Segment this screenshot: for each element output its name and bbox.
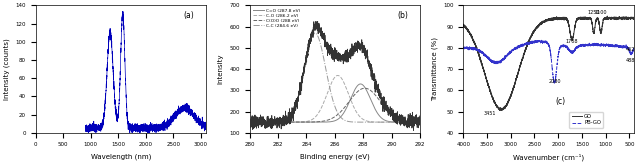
Line: C(O)O (288 eV): C(O)O (288 eV)	[250, 88, 420, 122]
C-C (284.6 eV)	[266, 121, 273, 123]
C-O (286.2 eV)	[318, 105, 326, 107]
Text: 2080: 2080	[548, 79, 560, 84]
Text: 488: 488	[626, 58, 635, 63]
C(O)O (288 eV)	[318, 120, 326, 122]
C=O (287.8 eV)	[266, 121, 273, 123]
C=O (287.8 eV)	[325, 121, 332, 123]
C(O)O (288 eV)	[266, 121, 273, 123]
C=O (287.8 eV)	[343, 107, 351, 109]
C=O (287.8 eV)	[259, 121, 266, 123]
C-O (286.2 eV)	[325, 89, 332, 91]
C-O (286.2 eV)	[334, 74, 341, 76]
X-axis label: Wavelength (nm): Wavelength (nm)	[91, 153, 151, 160]
Line: C-O (286.2 eV): C-O (286.2 eV)	[250, 75, 420, 122]
C(O)O (288 eV)	[417, 121, 424, 123]
C-C (284.6 eV)	[343, 120, 351, 122]
Text: 462: 462	[626, 47, 635, 52]
C-C (284.6 eV)	[417, 121, 424, 123]
C(O)O (288 eV)	[246, 121, 254, 123]
C=O (287.8 eV)	[246, 121, 254, 123]
C-C (284.6 eV)	[246, 121, 254, 123]
C-O (286.2 eV)	[343, 89, 351, 91]
Y-axis label: Intensity: Intensity	[218, 54, 224, 84]
Text: 1708: 1708	[566, 39, 578, 44]
Legend: C=O (287.8 eV), C-O (286.2 eV), C(O)O (288 eV), C-C (284.6 eV): C=O (287.8 eV), C-O (286.2 eV), C(O)O (2…	[251, 7, 302, 30]
C-C (284.6 eV)	[318, 50, 326, 52]
C-O (286.2 eV)	[417, 121, 424, 123]
C=O (287.8 eV)	[318, 121, 326, 123]
Text: (a): (a)	[184, 10, 194, 20]
X-axis label: Binding energy (eV): Binding energy (eV)	[300, 153, 370, 160]
C-C (284.6 eV)	[325, 82, 332, 84]
C-O (286.2 eV)	[259, 121, 266, 123]
C-O (286.2 eV)	[321, 97, 329, 99]
Line: C=O (287.8 eV): C=O (287.8 eV)	[250, 84, 420, 122]
Line: C-C (284.6 eV): C-C (284.6 eV)	[250, 33, 420, 122]
C-C (284.6 eV)	[404, 121, 412, 123]
C(O)O (288 eV)	[325, 119, 332, 121]
C=O (287.8 eV)	[357, 83, 364, 85]
C=O (287.8 eV)	[321, 121, 329, 123]
Text: (b): (b)	[397, 10, 408, 20]
C-C (284.6 eV)	[311, 32, 319, 34]
C(O)O (288 eV)	[321, 120, 329, 122]
C=O (287.8 eV)	[417, 121, 424, 123]
Text: (c): (c)	[556, 97, 566, 106]
C(O)O (288 eV)	[343, 104, 351, 106]
C-C (284.6 eV)	[259, 121, 266, 123]
C-O (286.2 eV)	[246, 121, 254, 123]
C-O (286.2 eV)	[266, 121, 273, 123]
Text: 1100: 1100	[595, 10, 607, 15]
C(O)O (288 eV)	[259, 121, 266, 123]
X-axis label: Wavenumber (cm⁻¹): Wavenumber (cm⁻¹)	[513, 153, 584, 161]
C(O)O (288 eV)	[361, 87, 369, 89]
Y-axis label: Transmittance (%): Transmittance (%)	[431, 37, 438, 101]
Text: 1250: 1250	[587, 10, 600, 15]
Text: 3451: 3451	[483, 111, 496, 116]
Legend: GO, PB-GO: GO, PB-GO	[569, 112, 603, 128]
C-C (284.6 eV)	[322, 67, 330, 69]
Y-axis label: Intensity (counts): Intensity (counts)	[3, 38, 10, 100]
